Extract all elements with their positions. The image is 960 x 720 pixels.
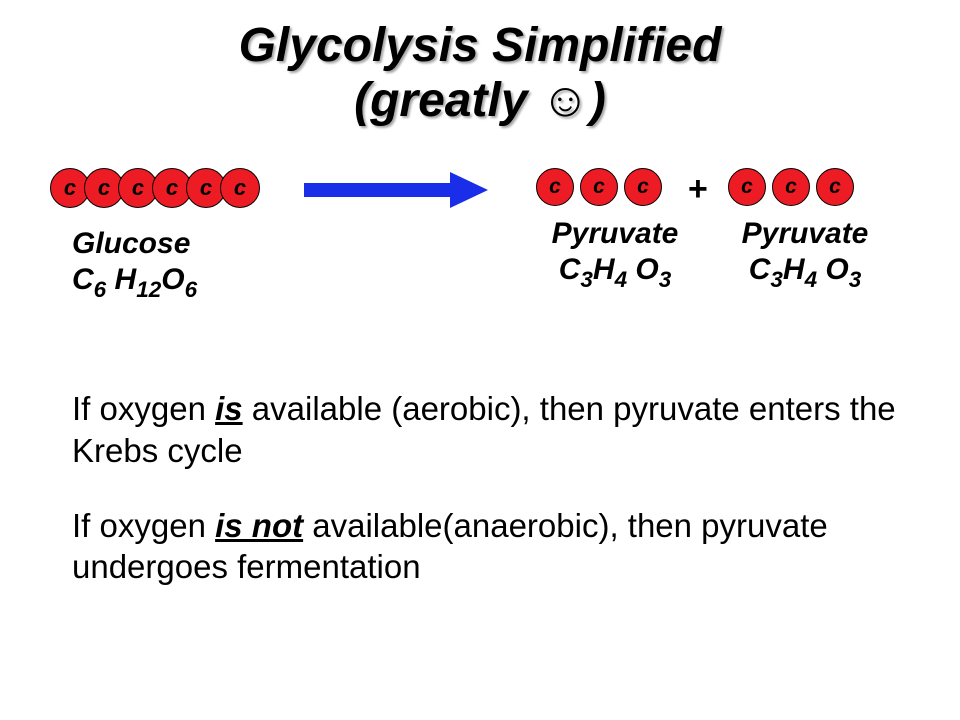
carbon-atom: c [624,168,662,206]
slide-title: Glycolysis Simplified (greatly ☺) [0,0,960,128]
carbon-atom: c [816,168,854,206]
pyruvate1-formula: C3H4 O3 [559,253,672,286]
smiley-icon: ☺ [541,74,590,127]
reaction-arrow-icon [300,168,490,212]
carbon-atom: c [580,168,618,206]
carbon-atom: c [536,168,574,206]
pyruvate2-label: Pyruvate C3H4 O3 [720,216,890,288]
pyruvate1-carbons: ccc [536,168,662,206]
emph-is: is [215,390,243,427]
plus-sign: + [688,170,708,209]
pyruvate2-carbons: ccc [728,168,854,206]
title-line2-suffix: ) [590,74,606,127]
anaerobic-text: If oxygen is not available(anaerobic), t… [0,505,960,588]
glucose-label: Glucose C6 H12O6 [72,226,197,298]
glycolysis-diagram: cccccc Glucose C6 H12O6 ccc + ccc Pyruva… [0,148,960,348]
glucose-formula: C6 H12O6 [72,263,197,296]
pyruvate1-label: Pyruvate C3H4 O3 [530,216,700,288]
pyruvate2-name: Pyruvate [742,217,869,250]
pyruvate1-name: Pyruvate [552,217,679,250]
glucose-name: Glucose [72,227,190,260]
title-line1: Glycolysis Simplified [239,19,722,72]
emph-is-not: is not [215,507,303,544]
title-line2-prefix: (greatly [354,74,541,127]
carbon-atom: c [220,168,260,208]
pyruvate2-formula: C3H4 O3 [749,253,862,286]
carbon-atom: c [772,168,810,206]
carbon-atom: c [728,168,766,206]
glucose-carbons: cccccc [50,168,260,208]
aerobic-text: If oxygen is available (aerobic), then p… [0,388,960,471]
